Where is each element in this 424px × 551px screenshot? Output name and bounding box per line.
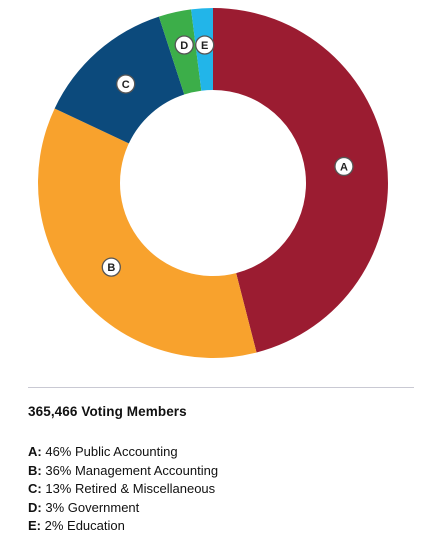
donut-slice-b [38,108,257,358]
legend-item-e: E: 2% Education [28,517,218,536]
marker-label: B [107,262,115,274]
slice-marker-d: D [174,35,194,55]
marker-circle [101,257,121,277]
slice-marker-c: C [116,74,136,94]
marker-circle [174,35,194,55]
legend-text: 3% Government [45,499,140,515]
chart-title: 365,466 Voting Members [28,404,187,419]
legend-text: 36% Management Accounting [45,462,219,478]
legend-item-a: A: 46% Public Accounting [28,443,218,462]
legend-key: E: [28,518,41,534]
slice-marker-e: E [195,35,215,55]
donut-slice-a [213,8,388,353]
legend-key: B: [28,462,42,478]
marker-label: D [180,40,188,52]
donut-chart: A B C D E [38,8,388,358]
marker-label: E [201,40,208,52]
slice-markers: A B C D E [101,35,354,277]
marker-circle [195,35,215,55]
slice-marker-b: B [101,257,121,277]
marker-label: A [340,161,348,173]
legend-key: A: [28,444,42,459]
legend-text: 13% Retired & Miscellaneous [45,481,216,497]
donut-slices [38,8,388,358]
legend-item-d: D: 3% Government [28,499,218,518]
legend-text: 2% Education [44,518,125,534]
legend-key: D: [28,499,42,515]
slice-marker-a: A [334,156,354,177]
marker-circle [116,74,136,94]
legend-text: 46% Public Accounting [45,444,178,459]
marker-circle [334,156,354,177]
legend-item-b: B: 36% Management Accounting [28,462,218,481]
legend: A: 46% Public Accounting B: 36% Manageme… [28,443,218,536]
legend-key: C: [28,481,42,497]
marker-label: C [122,79,130,91]
divider [28,387,414,388]
legend-item-c: C: 13% Retired & Miscellaneous [28,480,218,499]
